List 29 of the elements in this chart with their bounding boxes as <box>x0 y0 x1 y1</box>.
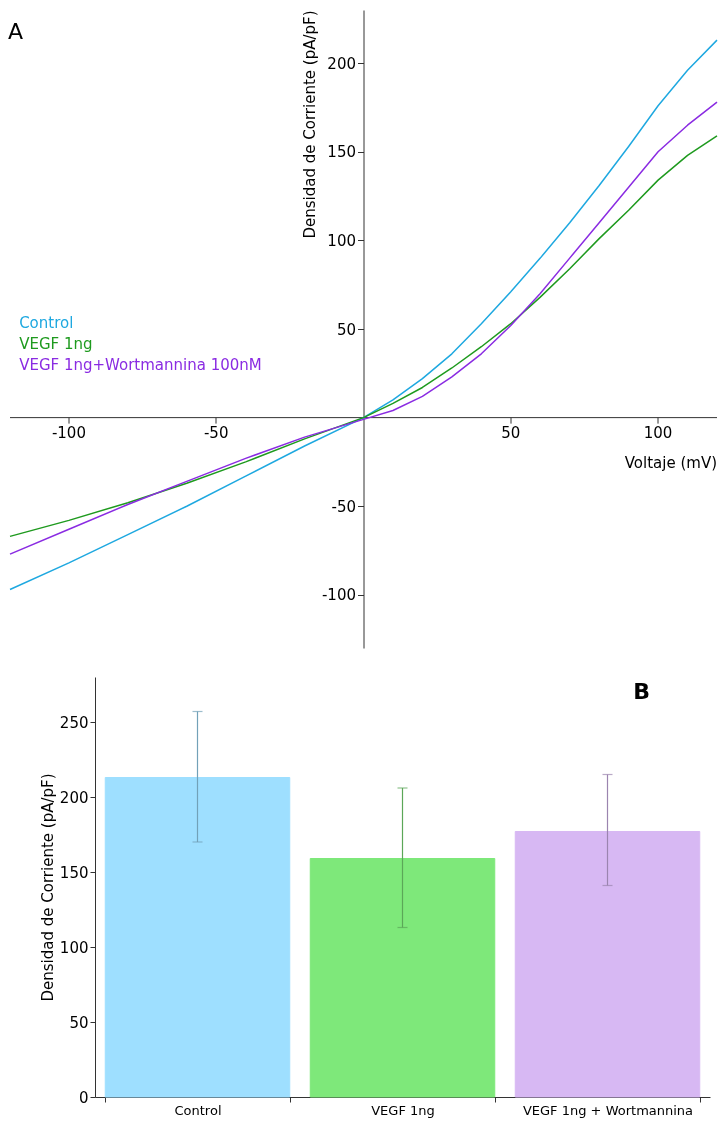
x-tick-label: Control <box>174 1102 222 1118</box>
x-tick-label: 100 <box>643 423 673 442</box>
y-tick-label: 250 <box>59 713 89 732</box>
y-tick-label: 100 <box>59 938 89 957</box>
y-tick-label: -50 <box>331 497 356 516</box>
text: Control <box>19 313 74 332</box>
text: VEGF 1ng <box>19 334 93 353</box>
bar <box>104 777 291 1098</box>
text: VEGF 1ng+Wortmannina 100nM <box>19 355 262 374</box>
bar <box>309 858 496 1098</box>
bar <box>514 831 701 1098</box>
y-tick-label: 50 <box>336 320 356 339</box>
y-tick-label: 200 <box>59 788 89 807</box>
y-tick-label: 50 <box>69 1013 89 1032</box>
y-tick-label: -100 <box>321 586 356 605</box>
y-tick-label: 200 <box>327 54 356 73</box>
annotation: B <box>633 679 650 704</box>
x-tick-label: VEGF 1ng <box>371 1102 435 1118</box>
y-axis-title: Densidad de Corriente (pA/pF) <box>38 773 57 1002</box>
annotation: A <box>8 19 24 44</box>
y-tick-label: 0 <box>78 1088 89 1107</box>
x-axis-title: Voltaje (mV) <box>624 453 717 472</box>
x-tick-label: VEGF 1ng + Wortmannina <box>522 1102 694 1118</box>
y-tick-label: 150 <box>327 143 356 162</box>
y-tick-label: 150 <box>59 863 89 882</box>
y-tick-label: 100 <box>327 231 356 250</box>
x-tick-label: 50 <box>501 423 521 442</box>
x-tick-label: -50 <box>203 423 229 442</box>
y-axis-title: Densidad de Corriente (pA/pF) <box>300 10 319 239</box>
